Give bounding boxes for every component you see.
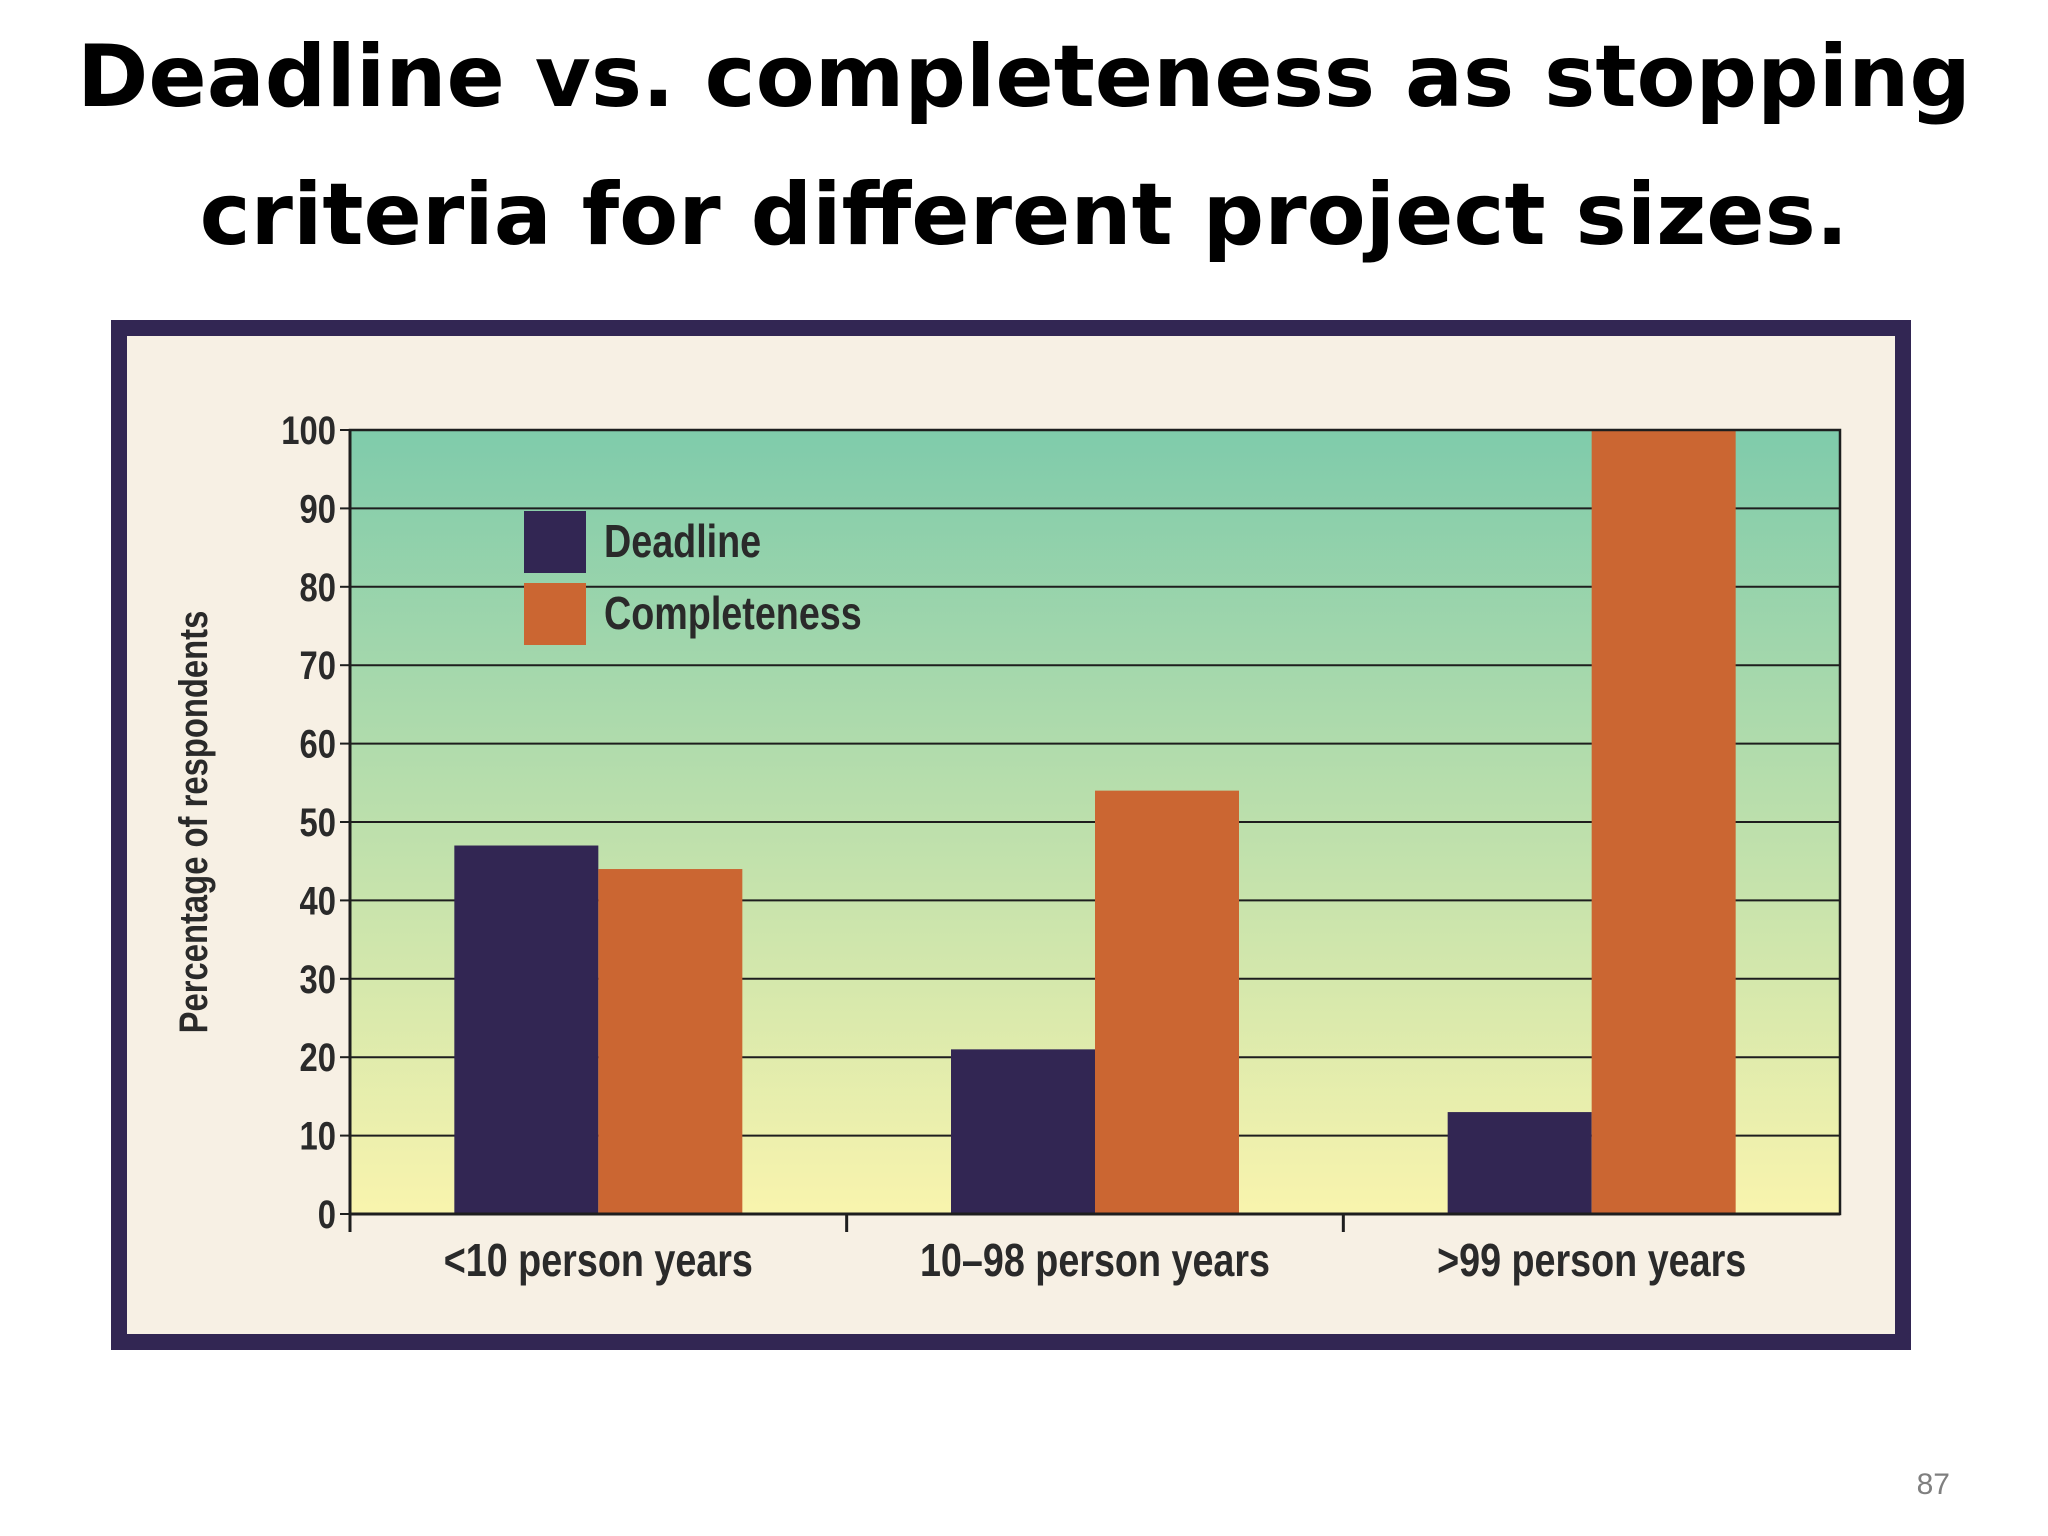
title-line-2: criteria for different project sizes. [199,165,1849,265]
bar-deadline-2 [951,1049,1095,1214]
y-tick-label: 40 [300,878,336,923]
y-tick-label: 70 [300,643,336,688]
y-tick-label: 0 [318,1192,336,1237]
legend-swatch-completeness [524,583,586,645]
bar-completeness-2 [1095,790,1239,1214]
x-tick-label: >99 person years [1437,1234,1746,1285]
axes: 0 10 20 30 40 50 60 70 80 90 100 <10 person years 10… [171,408,1842,1286]
legend-label-deadline: Deadline [604,515,761,566]
slide-title: Deadline vs. completeness as stopping cr… [0,8,2048,284]
page-number: 87 [1916,1468,1950,1501]
y-tick-label: 50 [300,800,336,845]
x-tick-label: 10–98 person years [920,1234,1270,1285]
y-tick-label: 100 [281,408,336,453]
y-tick-label: 90 [300,486,336,531]
legend: Deadline Completeness [524,511,862,645]
legend-swatch-deadline [524,511,586,573]
legend-label-completeness: Completeness [604,587,862,638]
y-tick-label: 80 [300,565,336,610]
bar-completeness-1 [598,869,743,1214]
bar-deadline-1 [454,845,599,1214]
bar-deadline-3 [1447,1112,1592,1214]
bar-chart: 0 10 20 30 40 50 60 70 80 90 100 <10 person years 10… [171,408,1842,1286]
chart-frame: 0 10 20 30 40 50 60 70 80 90 100 <10 person years 10… [111,320,1911,1350]
y-tick-label: 10 [300,1114,336,1159]
bars [454,430,1736,1214]
y-tick-label: 30 [300,957,336,1002]
y-tick-label: 60 [300,722,336,767]
y-tick-label: 20 [300,1035,336,1080]
x-tick-label: <10 person years [444,1234,753,1285]
title-line-1: Deadline vs. completeness as stopping [77,27,1971,127]
y-axis-label: Percentage of respondents [171,611,216,1034]
bar-completeness-3 [1591,430,1736,1214]
